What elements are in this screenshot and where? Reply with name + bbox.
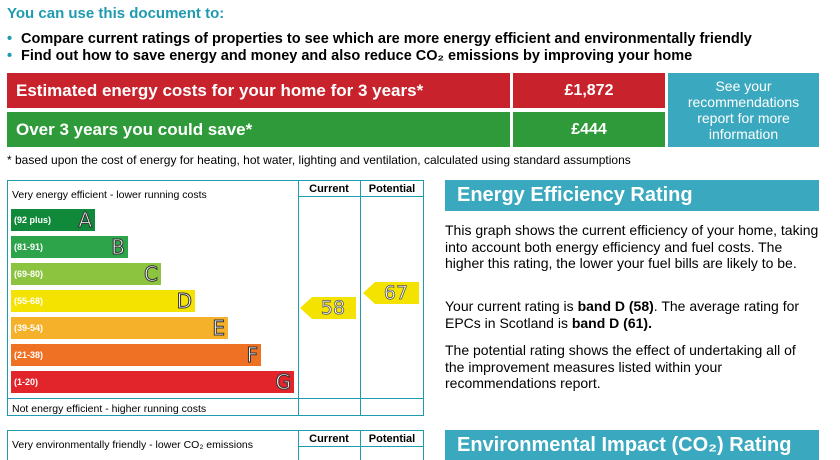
potential-rating-arrow: 67 (363, 282, 419, 304)
band-range: (69-80) (14, 269, 44, 279)
band-a: (92 plus) A (11, 208, 95, 233)
band-letter: B (111, 235, 126, 260)
efficiency-description: This graph shows the current efficiency … (445, 222, 819, 271)
band-letter: G (275, 370, 291, 395)
band-letter: E (212, 316, 226, 341)
cost-footnote: * based upon the cost of energy for heat… (7, 153, 631, 167)
environmental-rating-chart: Very environmentally friendly - lower CO… (7, 430, 424, 460)
band-letter: C (144, 262, 159, 287)
band-range: (81-91) (14, 242, 44, 252)
efficiency-rating-chart: Very energy efficient - lower running co… (7, 180, 424, 416)
divider (360, 181, 361, 415)
current-rating-arrow: 58 (300, 297, 356, 319)
band-f: (21-38) F (11, 343, 261, 368)
saving-label: Over 3 years you could save* (7, 112, 510, 147)
current-column-header: Current (309, 183, 349, 195)
recommendations-button[interactable]: See your recommendations report for more… (668, 73, 819, 147)
band-range: (21-38) (14, 350, 44, 360)
estimated-cost-value: £1,872 (513, 73, 665, 108)
bullet-icon: • (7, 31, 13, 47)
divider (360, 431, 361, 460)
saving-value: £444 (513, 112, 665, 147)
efficient-label: Very energy efficient - lower running co… (12, 189, 207, 201)
divider (298, 446, 423, 447)
intro-heading: You can use this document to: (7, 5, 225, 22)
rating-text: Your current rating is (445, 298, 578, 314)
band-b: (81-91) B (11, 235, 128, 260)
potential-column-header: Potential (368, 433, 416, 445)
rating-text: . The average rating for EPCs in Scotlan… (445, 298, 800, 331)
bullet-text: Compare current ratings of properties to… (21, 31, 752, 47)
saving-row: Over 3 years you could save* £444 (7, 112, 665, 147)
divider (298, 431, 299, 460)
estimated-cost-row: Estimated energy costs for your home for… (7, 73, 665, 108)
band-range: (39-54) (14, 323, 44, 333)
divider (8, 398, 423, 399)
band-range: (1-20) (14, 377, 39, 387)
potential-rating-text: The potential rating shows the effect of… (445, 342, 796, 391)
inefficient-label: Not energy efficient - higher running co… (12, 403, 207, 415)
intro-bullets: • Compare current ratings of properties t… (7, 31, 752, 65)
band-g: (1-20) G (11, 370, 294, 395)
band-letter: D (176, 289, 192, 314)
divider (298, 196, 423, 197)
average-band: band D (61). (571, 314, 652, 331)
band-range: (92 plus) (14, 215, 52, 225)
bullet-icon: • (7, 48, 13, 64)
environmental-panel-title: Environmental Impact (CO₂) Rating (445, 430, 819, 460)
band-c: (69-80) C (11, 262, 161, 287)
estimated-cost-label: Estimated energy costs for your home for… (7, 73, 510, 108)
list-item: • Find out how to save energy and money a… (7, 48, 752, 65)
efficiency-panel-title: Energy Efficiency Rating (445, 180, 819, 211)
bullet-text: Find out how to save energy and money an… (21, 48, 693, 64)
list-item: • Compare current ratings of properties t… (7, 31, 752, 48)
current-column-header: Current (309, 433, 349, 445)
potential-column-header: Potential (368, 183, 416, 195)
band-letter: A (78, 208, 93, 233)
current-band: band D (58) (577, 298, 654, 314)
environmental-label: Very environmentally friendly - lower CO… (12, 439, 253, 451)
band-d: (55-68) D (11, 289, 195, 314)
divider (298, 181, 299, 415)
band-range: (55-68) (14, 296, 44, 306)
current-rating-text: Your current rating is band D (58). The … (445, 298, 819, 331)
band-e: (39-54) E (11, 316, 228, 341)
band-letter: F (246, 343, 258, 368)
